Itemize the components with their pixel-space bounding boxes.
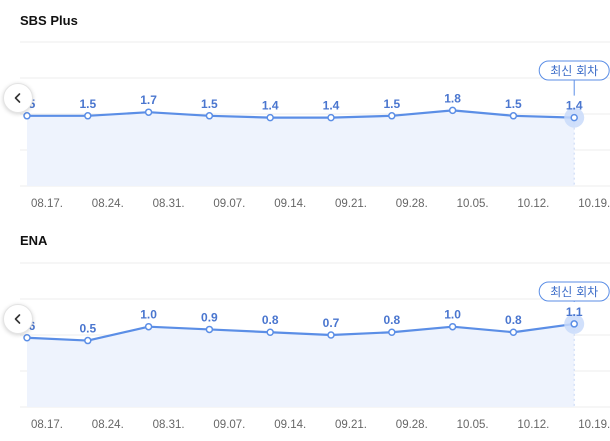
x-tick-label: 10.19. (578, 198, 610, 210)
prev-button[interactable] (3, 304, 33, 334)
data-point (570, 320, 578, 328)
x-tick-label: 08.24. (92, 419, 124, 431)
x-tick-label: 09.14. (274, 198, 306, 210)
series-area (27, 323, 575, 407)
chart-title: ENA (20, 233, 48, 248)
data-point (388, 112, 396, 120)
data-label: 1.1 (566, 305, 583, 319)
chevron-left-icon (14, 93, 21, 103)
chevron-left-icon (14, 314, 21, 324)
line-chart: 1.51.51.71.51.41.41.51.81.51.408.17.08.2… (19, 41, 610, 210)
data-point (144, 108, 153, 116)
data-point (509, 328, 518, 336)
latest-badge (538, 60, 610, 81)
data-point (509, 112, 518, 120)
data-point (570, 113, 578, 122)
x-tick-label: 10.05. (457, 419, 489, 431)
data-label: 0.8 (383, 313, 400, 327)
data-point (23, 112, 31, 120)
x-tick-label: 09.28. (396, 419, 428, 431)
data-label: 1.4 (262, 99, 279, 113)
data-point (84, 336, 92, 345)
chart-title: SBS Plus (20, 13, 78, 28)
latest-badge-label: 최신 회차 (550, 285, 598, 299)
x-tick-label: 09.07. (213, 419, 245, 431)
line-chart: 0.60.51.00.90.80.70.81.00.81.108.17.08.2… (19, 262, 610, 431)
x-tick-label: 08.17. (31, 198, 63, 210)
x-tick-label: 10.12. (517, 419, 549, 431)
data-point (327, 331, 335, 339)
data-point (266, 328, 274, 336)
x-tick-label: 10.05. (457, 198, 489, 210)
series-line (26, 322, 575, 342)
data-label: 1.7 (140, 93, 157, 107)
x-tick-label: 10.12. (517, 198, 549, 210)
data-label: 1.8 (444, 91, 461, 105)
x-tick-label: 09.07. (213, 198, 245, 210)
data-label: 1.4 (323, 99, 340, 113)
data-point (84, 112, 92, 120)
prev-button[interactable] (3, 83, 33, 113)
series-area (27, 110, 575, 186)
data-point (144, 322, 153, 331)
data-point (23, 334, 31, 342)
data-label: 1.0 (140, 308, 157, 322)
data-label: 0.5 (79, 322, 96, 336)
data-label: 0.7 (323, 316, 340, 330)
data-label: 1.5 (79, 97, 96, 111)
x-tick-label: 08.31. (153, 198, 185, 210)
data-point (448, 322, 457, 331)
latest-badge-label: 최신 회차 (550, 64, 598, 78)
data-point (388, 328, 396, 336)
chart-panel-sbs-plus: SBS Plus 1.51.51.71.51.41.41.51.81.51.40… (0, 0, 610, 220)
x-tick-label: 09.21. (335, 419, 367, 431)
data-point (448, 106, 457, 115)
x-tick-label: 08.17. (31, 419, 63, 431)
data-point (266, 113, 274, 122)
series-line (27, 109, 575, 119)
data-point (205, 112, 214, 120)
data-label: 0.9 (201, 310, 218, 324)
data-label: 1.4 (566, 99, 583, 113)
data-label: 1.0 (444, 308, 461, 322)
data-label: 1.5 (505, 97, 522, 111)
data-label: 1.5 (383, 97, 400, 111)
x-tick-label: 09.28. (396, 198, 428, 210)
latest-badge (538, 281, 610, 302)
x-tick-label: 09.14. (274, 419, 306, 431)
x-tick-label: 08.24. (92, 198, 124, 210)
data-label: 1.5 (201, 97, 218, 111)
x-tick-label: 08.31. (153, 419, 185, 431)
data-label: 0.8 (505, 313, 522, 327)
chart-panel-ena: ENA 0.60.51.00.90.80.70.81.00.81.108.17.… (0, 221, 610, 441)
data-point (327, 113, 335, 122)
x-tick-label: 10.19. (578, 419, 610, 431)
data-point (205, 325, 214, 334)
x-tick-label: 09.21. (335, 198, 367, 210)
data-label: 0.8 (262, 313, 279, 327)
